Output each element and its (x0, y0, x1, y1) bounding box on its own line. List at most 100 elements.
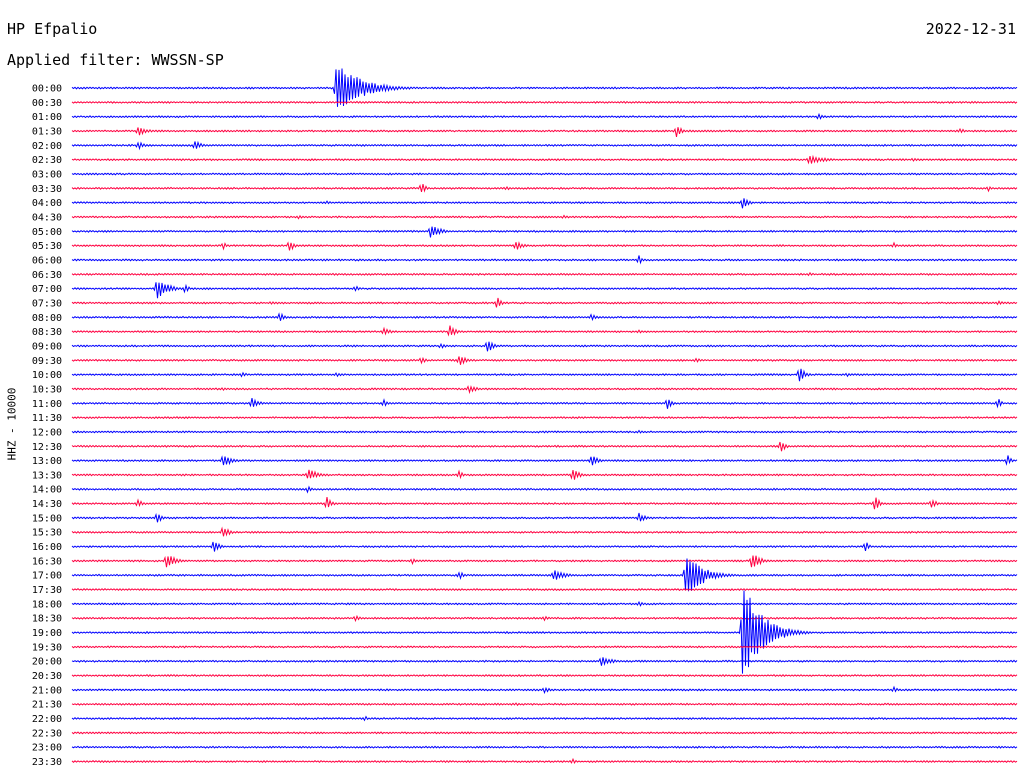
seismic-trace (71, 255, 1018, 265)
time-label: 11:30 (32, 413, 62, 424)
time-label: 06:30 (32, 270, 62, 281)
time-label: 05:00 (32, 227, 62, 238)
time-label: 15:30 (32, 528, 62, 539)
seismic-trace (71, 590, 1018, 674)
seismic-trace (71, 745, 1018, 749)
seismic-trace (71, 429, 1018, 434)
time-label: 00:30 (32, 98, 62, 109)
seismic-trace (71, 702, 1018, 707)
seismic-trace (71, 154, 1018, 165)
time-label: 17:30 (32, 585, 62, 596)
time-label: 05:30 (32, 241, 62, 252)
seismic-trace (71, 496, 1018, 510)
time-label: 14:00 (32, 485, 62, 496)
time-label: 17:00 (32, 571, 62, 582)
time-label: 22:30 (32, 728, 62, 739)
seismic-trace (71, 297, 1018, 308)
time-label: 04:30 (32, 212, 62, 223)
time-label: 04:00 (32, 198, 62, 209)
seismic-trace (71, 512, 1018, 523)
seismic-trace (71, 455, 1018, 466)
time-label: 09:00 (32, 341, 62, 352)
time-label: 13:00 (32, 456, 62, 467)
time-label: 14:30 (32, 499, 62, 510)
time-label: 16:00 (32, 542, 62, 553)
seismic-trace (71, 325, 1018, 337)
time-label: 03:30 (32, 184, 62, 195)
time-label: 20:00 (32, 657, 62, 668)
seismic-trace (71, 555, 1018, 568)
time-label: 15:00 (32, 513, 62, 524)
time-label: 01:30 (32, 126, 62, 137)
time-label: 10:30 (32, 384, 62, 395)
seismic-trace (71, 416, 1018, 420)
seismic-trace (71, 731, 1018, 735)
time-label: 22:00 (32, 714, 62, 725)
seismic-trace (71, 441, 1018, 452)
seismic-trace (71, 282, 1018, 299)
seismic-trace (71, 183, 1018, 193)
seismic-trace (71, 356, 1018, 365)
time-label: 11:00 (32, 399, 62, 410)
time-label: 02:30 (32, 155, 62, 166)
time-label: 18:30 (32, 614, 62, 625)
time-label: 16:30 (32, 556, 62, 567)
seismic-trace (71, 526, 1018, 537)
seismic-trace (71, 214, 1018, 220)
seismic-trace (71, 469, 1018, 480)
station-name: HP Efpalio (7, 20, 98, 38)
time-label: 21:00 (32, 685, 62, 696)
time-label: 09:30 (32, 356, 62, 367)
seismic-trace (71, 614, 1018, 623)
seismic-trace (71, 312, 1018, 322)
seismic-trace (71, 673, 1018, 678)
time-label: 07:00 (32, 284, 62, 295)
seismic-trace (71, 600, 1018, 607)
date-label: 2022-12-31 (925, 20, 1016, 38)
time-label: 23:30 (32, 757, 62, 768)
time-label: 07:30 (32, 298, 62, 309)
seismic-trace (71, 657, 1018, 666)
seismic-trace (71, 715, 1018, 722)
time-label: 06:00 (32, 255, 62, 266)
time-label: 08:30 (32, 327, 62, 338)
time-label: 00:00 (32, 84, 62, 95)
seismic-trace (71, 685, 1018, 695)
time-label: 12:30 (32, 442, 62, 453)
seismic-trace (71, 172, 1018, 176)
seismic-trace (71, 587, 1018, 592)
seismic-trace (71, 140, 1018, 151)
seismic-trace (71, 126, 1018, 137)
seismic-trace (71, 368, 1018, 382)
time-label: 12:00 (32, 427, 62, 438)
time-label: 20:30 (32, 671, 62, 682)
time-label: 08:00 (32, 313, 62, 324)
time-label: 18:00 (32, 599, 62, 610)
trace-group (71, 68, 1018, 764)
time-label-group: 00:00 00:30 01:00 01:30 02:00 02:30 03:00 03:30… (32, 84, 62, 769)
seismic-trace (71, 271, 1018, 277)
time-label: 19:30 (32, 642, 62, 653)
seismic-trace (71, 112, 1018, 120)
seismic-trace (71, 68, 1018, 107)
seismic-trace (71, 226, 1018, 238)
seismic-trace (71, 645, 1018, 649)
seismic-trace (71, 385, 1018, 395)
time-label: 02:00 (32, 141, 62, 152)
seismic-trace (71, 757, 1018, 764)
seismic-trace (71, 100, 1018, 104)
seismic-trace (71, 241, 1018, 251)
time-label: 03:00 (32, 169, 62, 180)
time-label: 19:00 (32, 628, 62, 639)
seismic-trace (71, 397, 1018, 409)
seismic-trace (71, 485, 1018, 494)
time-label: 21:30 (32, 700, 62, 711)
seismic-trace (71, 558, 1018, 592)
filter-label: Applied filter: WWSSN-SP (7, 51, 224, 69)
seismic-trace (71, 541, 1018, 552)
seismic-trace (71, 341, 1018, 352)
time-label: 23:00 (32, 743, 62, 754)
seismic-trace (71, 198, 1018, 209)
time-label: 10:00 (32, 370, 62, 381)
